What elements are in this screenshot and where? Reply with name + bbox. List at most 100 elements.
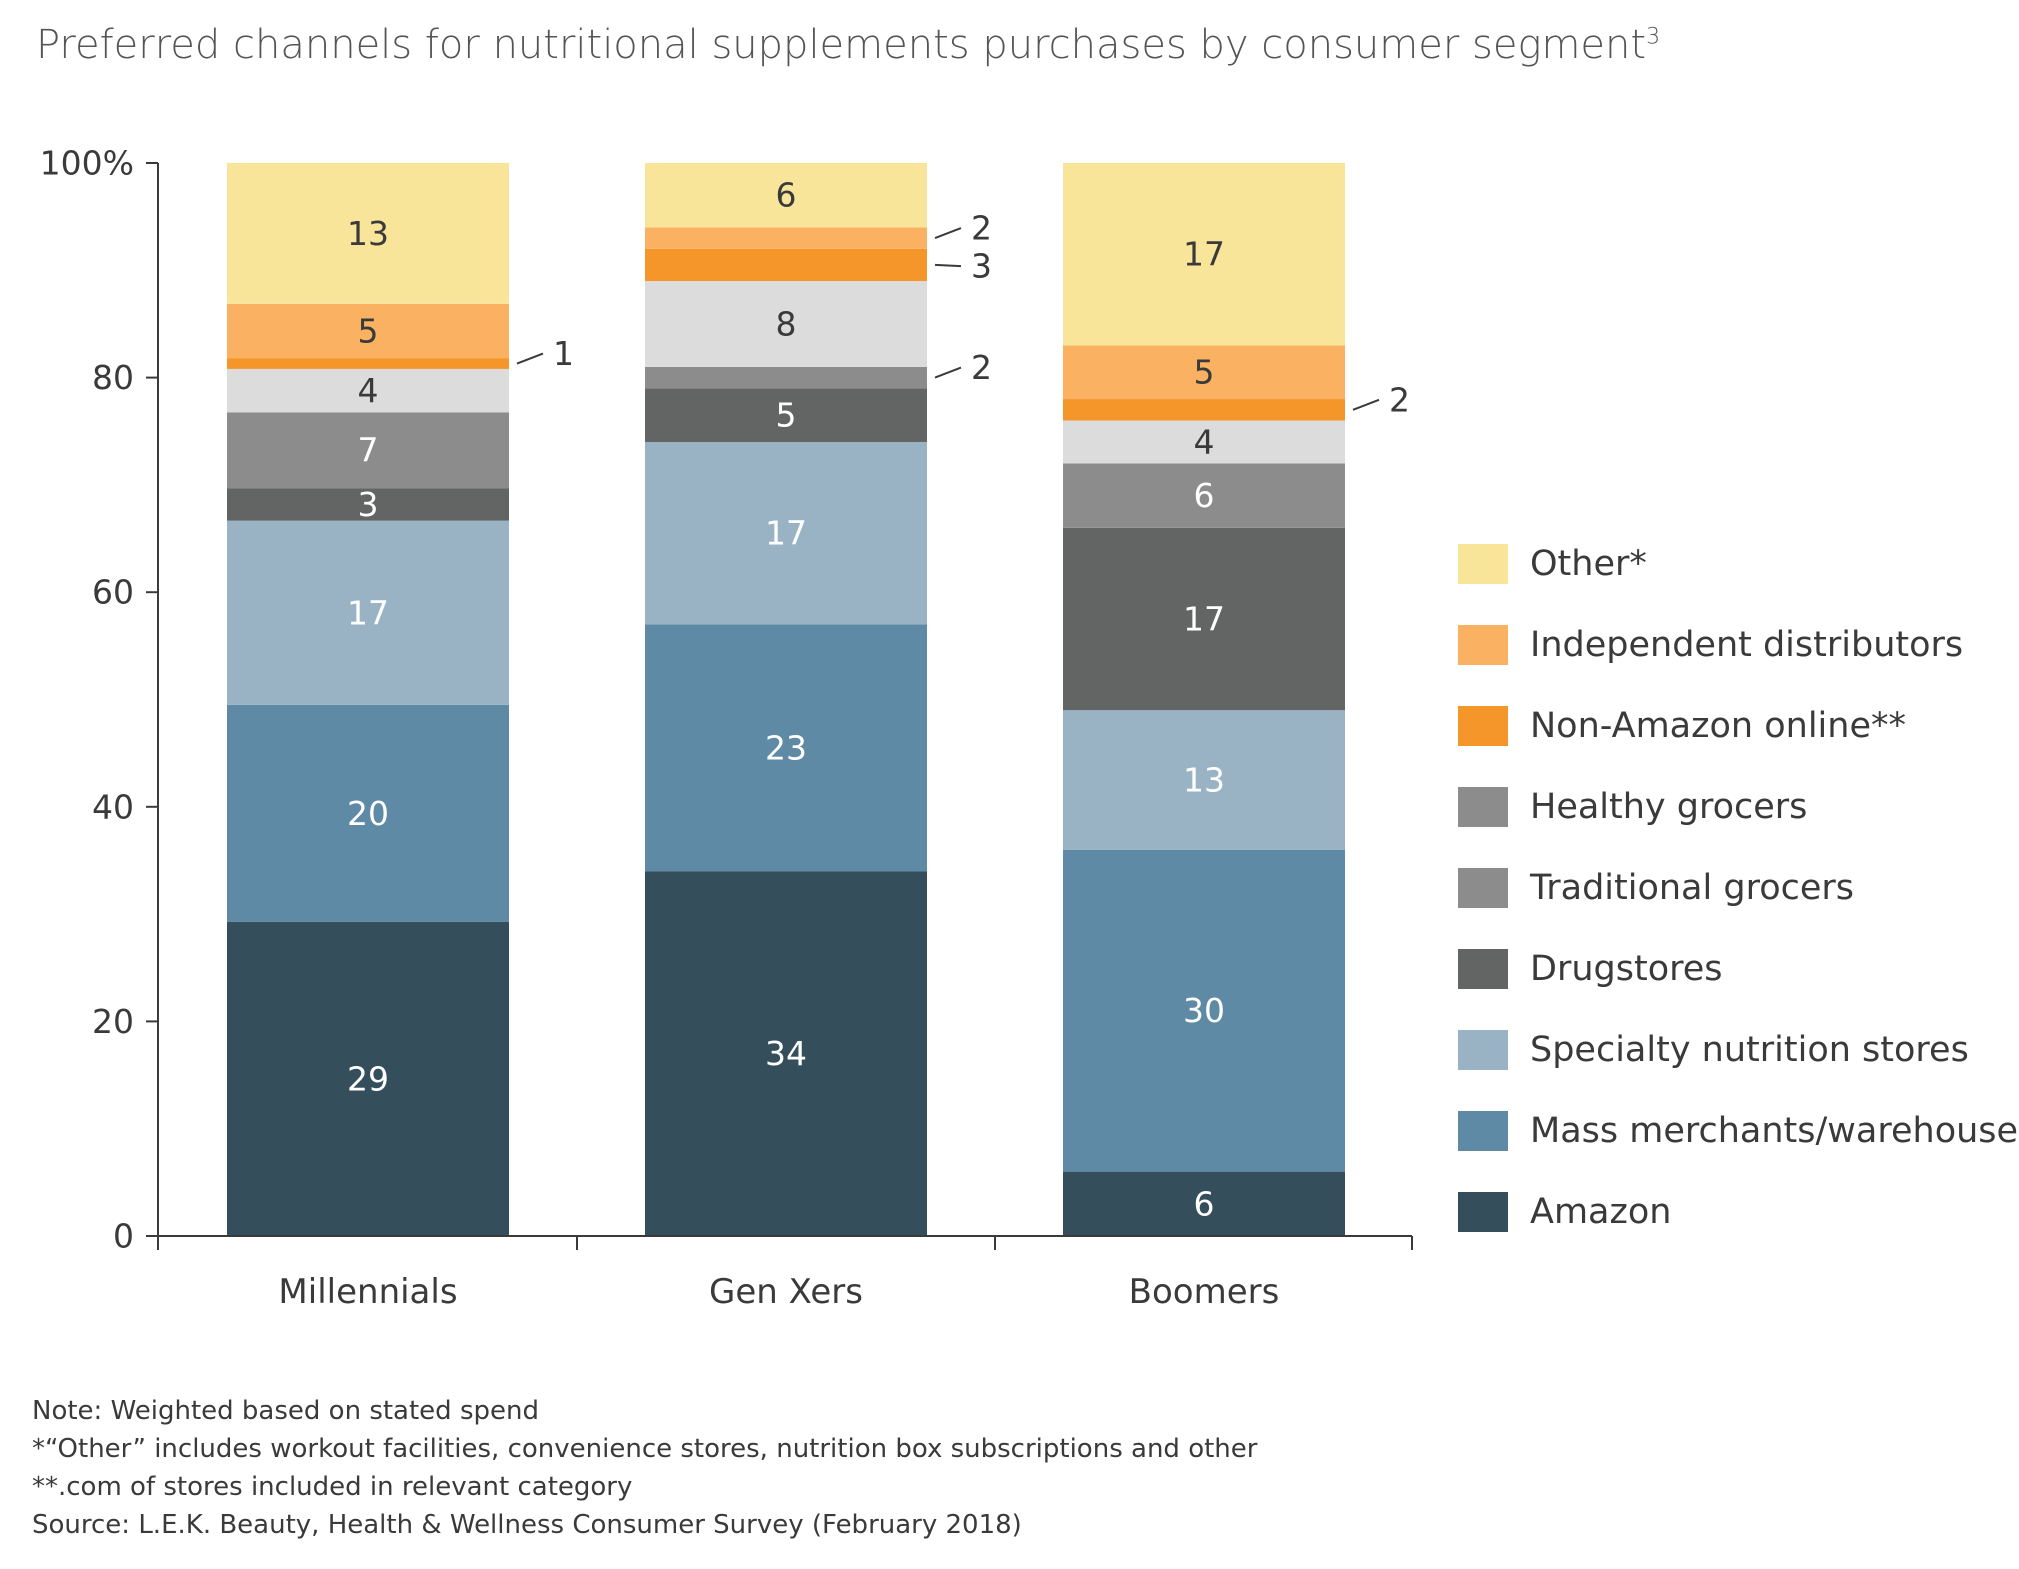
bar-segment-millennials-independent-distributors <box>227 303 509 359</box>
chart-title: Preferred channels for nutritional suppl… <box>36 22 1660 68</box>
legend-swatch-drugstores <box>1458 948 1508 989</box>
legend-label-healthy-grocers: Healthy grocers <box>1530 786 1808 827</box>
segment-label-boomers-mass-merchants-warehouses: 30 <box>1183 991 1225 1030</box>
bar-segment-boomers-amazon <box>1063 1171 1345 1236</box>
x-category-label-gen-xers: Gen Xers <box>709 1272 863 1312</box>
segment-label-boomers-traditional-grocers: 6 <box>1194 476 1215 515</box>
legend-item-drugstores: Drugstores <box>1458 928 2019 1009</box>
bar-segment-boomers-drugstores <box>1063 527 1345 711</box>
callout-label-millennials-non-amazon-online: 1 <box>553 334 574 373</box>
bar-segment-millennials-other <box>227 163 509 304</box>
segment-label-boomers-drugstores: 17 <box>1183 600 1225 639</box>
bar-segment-gen-xers-specialty-nutrition-stores <box>645 441 927 625</box>
legend-swatch-healthy-grocers <box>1458 786 1508 827</box>
footnote-line-2: *“Other” includes workout facilities, co… <box>32 1434 1258 1464</box>
y-tick-label-100: 100% <box>40 144 134 183</box>
legend-item-other: Other* <box>1458 523 2019 604</box>
legend-item-traditional-grocers: Traditional grocers <box>1458 847 2019 928</box>
bar-segment-millennials-traditional-grocers <box>227 412 509 489</box>
bar-segment-boomers-independent-distributors <box>1063 345 1345 400</box>
legend-item-mass-merchants-warehouses: Mass merchants/warehouses <box>1458 1090 2019 1171</box>
segment-label-millennials-amazon: 29 <box>347 1059 389 1098</box>
bar-segment-millennials-drugstores <box>227 488 509 521</box>
callout-label-gen-xers-traditional-grocers: 2 <box>971 348 992 387</box>
bar-segment-gen-xers-independent-distributors <box>645 227 927 249</box>
legend-swatch-mass-merchants-warehouses <box>1458 1110 1508 1151</box>
segment-label-boomers-healthy-grocers: 4 <box>1194 422 1215 461</box>
legend-label-amazon: Amazon <box>1530 1191 1672 1232</box>
bar-segment-gen-xers-non-amazon-online <box>645 248 927 282</box>
bar-segment-boomers-healthy-grocers <box>1063 420 1345 464</box>
legend-swatch-traditional-grocers <box>1458 867 1508 908</box>
legend-item-specialty-nutrition-stores: Specialty nutrition stores <box>1458 1009 2019 1090</box>
bar-segment-millennials-specialty-nutrition-stores <box>227 520 509 705</box>
bar-segment-boomers-specialty-nutrition-stores <box>1063 710 1345 850</box>
bar-segment-gen-xers-drugstores <box>645 388 927 442</box>
footnotes: Note: Weighted based on stated spend *“Ot… <box>32 1392 1257 1544</box>
callout-leader-boomers-non-amazon-online <box>1352 398 1380 411</box>
segment-label-millennials-other: 13 <box>347 214 389 253</box>
callout-leader-gen-xers-traditional-grocers <box>934 366 962 379</box>
bar-segment-gen-xers-traditional-grocers <box>645 366 927 389</box>
legend-label-non-amazon-online: Non-Amazon online** <box>1530 705 1906 746</box>
segment-label-boomers-amazon: 6 <box>1194 1184 1215 1223</box>
axes: 0 20 40 60 80 100% Millennials Gen Xers Boomers <box>40 144 1413 1312</box>
segment-label-boomers-specialty-nutrition-stores: 13 <box>1183 760 1225 799</box>
segment-label-millennials-drugstores: 3 <box>358 485 379 524</box>
segment-label-millennials-mass-merchants-warehouses: 20 <box>347 794 389 833</box>
bar-segment-boomers-other <box>1063 163 1345 346</box>
x-category-label-boomers: Boomers <box>1129 1272 1280 1312</box>
legend-item-amazon: Amazon <box>1458 1171 2019 1252</box>
legend-item-independent-distributors: Independent distributors <box>1458 604 2019 685</box>
segment-label-millennials-specialty-nutrition-stores: 17 <box>347 593 389 632</box>
legend-swatch-amazon <box>1458 1191 1508 1232</box>
bar-segment-millennials-mass-merchants-warehouses <box>227 704 509 922</box>
legend-swatch-other <box>1458 543 1508 584</box>
footnote-line-4: Source: L.E.K. Beauty, Health & Wellness… <box>32 1510 1022 1540</box>
title-footnote-marker: 3 <box>1646 24 1661 50</box>
bar-segments <box>227 163 1345 1236</box>
legend-item-non-amazon-online: Non-Amazon online** <box>1458 685 2019 766</box>
bar-segment-millennials-healthy-grocers <box>227 368 509 413</box>
bar-segment-millennials-amazon <box>227 921 509 1236</box>
segment-label-gen-xers-drugstores: 5 <box>776 396 797 435</box>
y-tick-label-40: 40 <box>92 787 134 826</box>
legend-swatch-specialty-nutrition-stores <box>1458 1029 1508 1070</box>
legend-label-specialty-nutrition-stores: Specialty nutrition stores <box>1530 1029 1969 1070</box>
segment-label-millennials-traditional-grocers: 7 <box>358 431 379 470</box>
y-tick-label-20: 20 <box>92 1002 134 1041</box>
bar-segment-gen-xers-healthy-grocers <box>645 281 927 367</box>
legend-label-independent-distributors: Independent distributors <box>1530 624 1964 665</box>
segment-label-boomers-independent-distributors: 5 <box>1194 353 1215 392</box>
legend: Other* Independent distributors Non-Amazon… <box>1458 523 2019 1252</box>
callout-label-boomers-non-amazon-online: 2 <box>1389 380 1410 419</box>
legend-label-mass-merchants-warehouses: Mass merchants/warehouses <box>1530 1110 2019 1151</box>
bar-segment-boomers-mass-merchants-warehouses <box>1063 849 1345 1172</box>
segment-label-gen-xers-specialty-nutrition-stores: 17 <box>765 514 807 553</box>
callout-leader-millennials-non-amazon-online <box>516 352 544 365</box>
callout-label-gen-xers-independent-distributors: 2 <box>971 209 992 248</box>
y-tick-label-0: 0 <box>113 1217 134 1256</box>
bar-segment-boomers-non-amazon-online <box>1063 399 1345 421</box>
callout-leader-gen-xers-independent-distributors <box>934 227 962 240</box>
footnote-line-3: **.com of stores included in relevant ca… <box>32 1472 633 1502</box>
legend-label-other: Other* <box>1530 543 1647 584</box>
chart-title-text: Preferred channels for nutritional suppl… <box>36 22 1647 68</box>
callout-label-gen-xers-non-amazon-online: 3 <box>971 247 992 286</box>
segment-label-gen-xers-amazon: 34 <box>765 1034 807 1073</box>
footnote-line-1: Note: Weighted based on stated spend <box>32 1396 539 1426</box>
segment-label-millennials-healthy-grocers: 4 <box>358 371 379 410</box>
bar-segment-gen-xers-other <box>645 163 927 228</box>
segment-label-gen-xers-mass-merchants-warehouses: 23 <box>765 728 807 767</box>
segment-label-millennials-independent-distributors: 5 <box>358 311 379 350</box>
y-tick-label-80: 80 <box>92 358 134 397</box>
bar-segment-gen-xers-amazon <box>645 871 927 1236</box>
bar-segment-boomers-traditional-grocers <box>1063 463 1345 528</box>
segment-label-gen-xers-other: 6 <box>776 176 797 215</box>
legend-swatch-non-amazon-online <box>1458 705 1508 746</box>
legend-swatch-independent-distributors <box>1458 624 1508 665</box>
bar-segment-millennials-non-amazon-online <box>227 358 509 369</box>
